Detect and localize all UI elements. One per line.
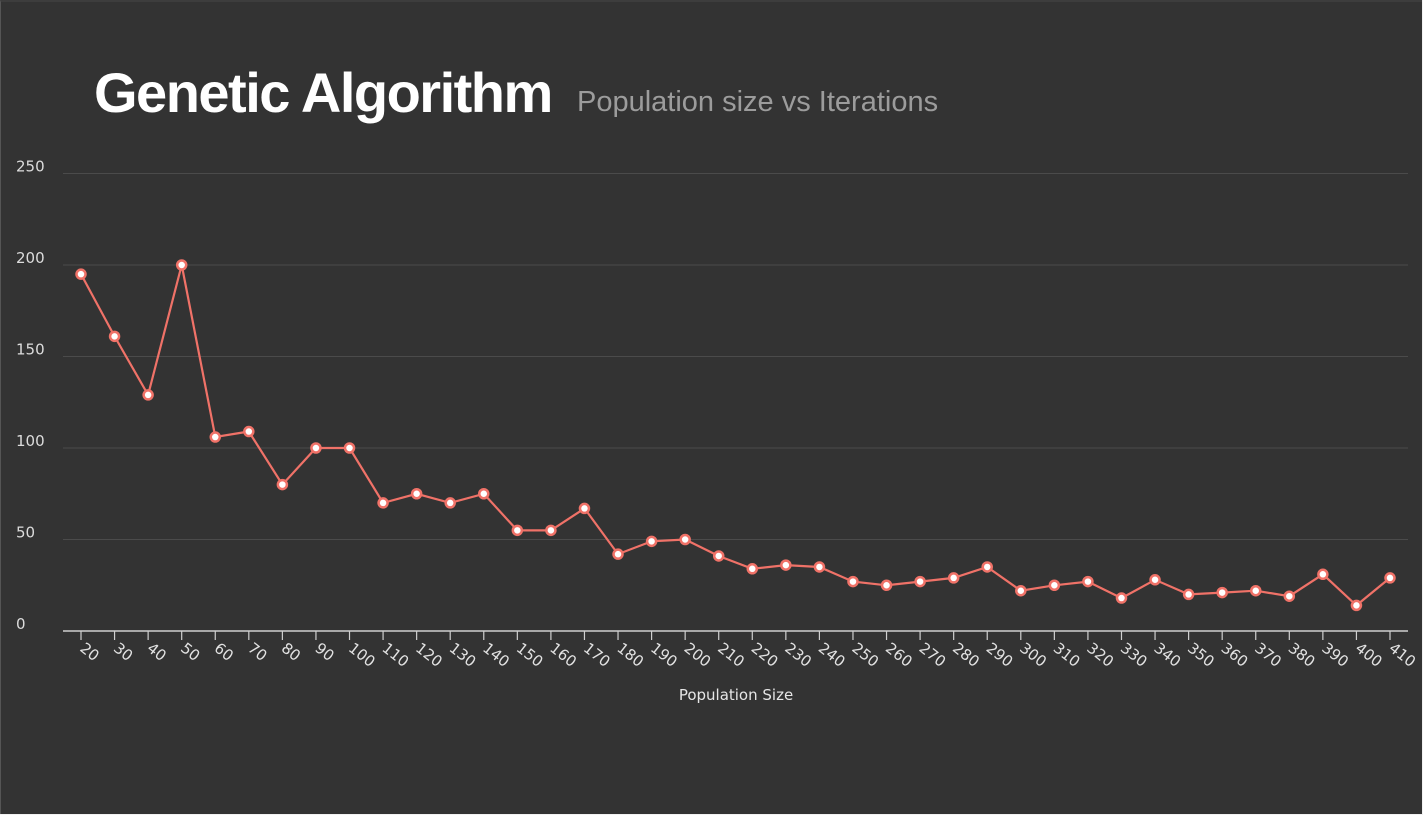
data-points — [75, 259, 1396, 612]
y-tick-label: 200 — [16, 249, 45, 267]
x-tick-label: 110 — [379, 639, 413, 671]
data-point — [679, 533, 691, 546]
data-point — [75, 268, 87, 280]
data-point — [243, 425, 255, 438]
x-tick-label: 310 — [1050, 639, 1084, 671]
x-tick-label: 60 — [211, 639, 237, 665]
data-point — [209, 431, 222, 443]
data-point — [108, 330, 121, 343]
data-point — [645, 535, 658, 548]
x-tick-label: 90 — [311, 639, 337, 665]
x-tick-label: 100 — [345, 639, 379, 671]
chart-title: Genetic Algorithm — [94, 61, 553, 124]
x-tick-label: 220 — [748, 639, 782, 671]
data-point — [478, 488, 490, 500]
x-tick-label: 210 — [714, 639, 748, 671]
x-tick-label: 190 — [647, 639, 681, 671]
x-tick-label: 380 — [1285, 639, 1319, 671]
y-tick-label: 100 — [16, 432, 45, 450]
x-tick-label: 300 — [1016, 639, 1050, 671]
y-tick-label: 250 — [16, 158, 45, 176]
x-tick-label: 320 — [1083, 639, 1117, 671]
data-point — [612, 548, 624, 560]
chart-subtitle: Population size vs Iterations — [577, 86, 939, 118]
x-tick-label: 340 — [1151, 639, 1185, 671]
y-axis-ticks: 0 50 100 150 200 250 — [16, 158, 45, 634]
y-tick-label: 50 — [16, 524, 35, 542]
x-tick-label: 40 — [144, 639, 170, 665]
data-point — [1082, 575, 1094, 588]
x-tick-label: 410 — [1386, 639, 1420, 671]
data-point — [410, 488, 423, 500]
data-point — [1249, 584, 1262, 597]
data-point — [1384, 572, 1396, 584]
x-tick-label: 80 — [278, 639, 304, 665]
data-point — [142, 389, 154, 401]
x-tick-label: 70 — [244, 639, 270, 665]
x-tick-label: 360 — [1218, 639, 1252, 671]
data-point — [1115, 592, 1128, 604]
data-point — [712, 550, 725, 562]
x-tick-label: 370 — [1251, 639, 1285, 671]
data-point — [276, 478, 289, 491]
y-tick-label: 150 — [16, 341, 45, 359]
x-tick-label: 270 — [916, 639, 950, 671]
x-tick-label: 30 — [110, 639, 136, 665]
data-point — [175, 259, 188, 271]
x-tick-label: 350 — [1184, 639, 1218, 671]
x-tick-label: 120 — [412, 639, 446, 671]
data-point — [847, 575, 859, 588]
data-point — [813, 561, 826, 573]
x-axis-ticks: 20 30 40 50 60 70 80 90 100 110 120 130 140 150 160 170… — [77, 631, 1420, 671]
data-point — [511, 524, 524, 537]
x-axis-label: Population Size — [679, 686, 793, 704]
grid-lines — [63, 173, 1408, 540]
data-point — [444, 497, 456, 509]
data-point — [1149, 574, 1161, 586]
x-tick-label: 230 — [781, 639, 815, 671]
x-tick-label: 140 — [479, 639, 513, 671]
y-tick-label: 0 — [16, 615, 26, 633]
x-tick-label: 20 — [77, 639, 103, 665]
x-tick-label: 400 — [1352, 639, 1386, 671]
x-tick-label: 250 — [849, 639, 883, 671]
series-line — [80, 264, 1391, 607]
data-point — [914, 575, 926, 588]
data-point — [1015, 584, 1027, 597]
x-tick-label: 240 — [815, 639, 849, 671]
data-point — [1317, 568, 1329, 581]
x-tick-label: 290 — [983, 639, 1017, 671]
x-tick-label: 170 — [580, 639, 614, 671]
x-tick-label: 50 — [177, 639, 203, 665]
data-point — [578, 502, 591, 515]
data-point — [343, 442, 356, 454]
x-tick-label: 130 — [446, 639, 480, 671]
data-point — [1048, 579, 1061, 591]
data-point — [746, 563, 759, 575]
data-point — [545, 524, 557, 537]
data-point — [880, 579, 893, 591]
data-point — [947, 572, 960, 584]
data-point — [310, 442, 322, 454]
x-tick-label: 160 — [546, 639, 580, 671]
x-tick-label: 200 — [681, 639, 715, 671]
data-point — [377, 497, 389, 509]
x-tick-label: 180 — [614, 639, 648, 671]
x-tick-label: 330 — [1117, 639, 1151, 671]
data-point — [1216, 586, 1228, 599]
x-tick-label: 260 — [882, 639, 916, 671]
data-point — [1350, 599, 1363, 612]
x-tick-label: 280 — [949, 639, 983, 671]
data-point — [1283, 590, 1296, 602]
data-point — [1182, 588, 1195, 601]
x-tick-label: 150 — [513, 639, 547, 671]
x-tick-label: 390 — [1318, 639, 1352, 671]
data-point — [780, 559, 792, 571]
data-point — [981, 561, 993, 573]
